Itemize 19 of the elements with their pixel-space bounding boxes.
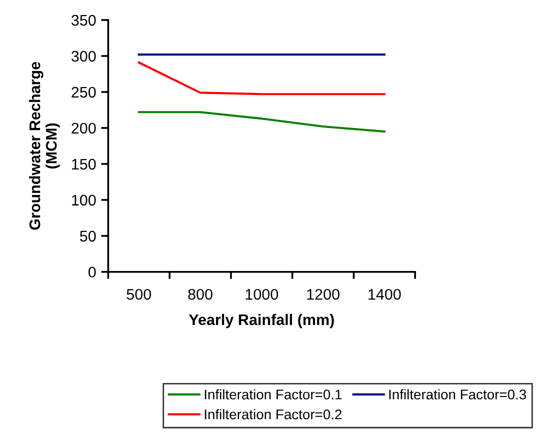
x-axis-title: Yearly Rainfall (mm) [188,314,334,328]
legend-label: Infilteration Factor=0.1 [204,389,342,400]
y-tick-label: 50 [80,230,96,242]
y-tick-label: 300 [71,50,96,62]
y-tick-label: 150 [72,158,96,170]
y-axis-title: Groundwater Recharge (MCM) [29,62,60,230]
line-series [138,111,386,133]
legend-label: Infilteration Factor=0.2 [204,409,342,420]
y-tick-label: 350 [71,14,96,26]
y-tick-label: 250 [72,86,96,98]
y-tick-label: 0 [88,266,96,278]
x-tick-label: 1000 [246,288,278,300]
x-tick-label: 800 [188,288,212,300]
y-tick-label: 200 [72,122,96,134]
y-tick-label: 100 [72,194,96,206]
x-tick-label: 500 [126,288,152,300]
x-tick-label: 1200 [307,288,340,300]
legend-label: Infilteration Factor=0.3 [389,389,526,400]
x-tick-label: 1400 [368,288,401,300]
